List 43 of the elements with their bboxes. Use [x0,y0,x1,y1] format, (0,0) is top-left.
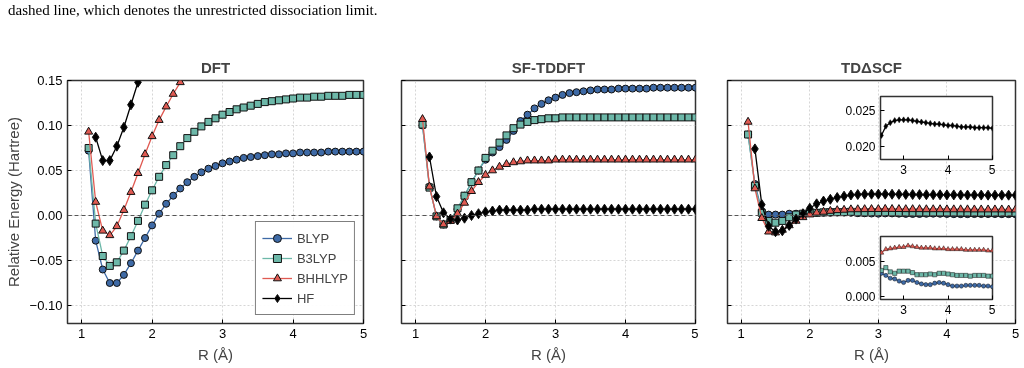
x-tick-label: 1 [411,325,420,341]
x-tick-label: 3 [218,325,227,341]
y-tick-label: 0.020 [845,139,876,154]
y-axis-title: Relative Energy (Hartree) [4,116,22,288]
x-tick-label: 1 [737,325,745,341]
text: dashed line, which denotes the unrestricted dissociation limit. [8,1,378,20]
x-axis-title: R (Å) [198,345,233,363]
y-tick-label: 0.05 [37,163,63,178]
legend-label: B3LYP [296,250,337,266]
x-tick-label: 5 [988,302,996,317]
x-tick-label: 4 [289,325,297,341]
x-axis-title: R (Å) [854,345,889,363]
y-tick-label: 0.000 [845,290,876,305]
x-tick-label: 4 [943,325,951,341]
y-tick-label: −0.10 [29,298,63,313]
x-tick-label: 4 [944,162,952,177]
x-tick-label: 4 [621,325,630,341]
x-tick-label: 4 [944,302,952,317]
x-tick-label: 3 [551,325,560,341]
chart-title: SF-TDDFT [511,58,586,76]
legend-label: BLYP [296,230,330,246]
x-tick-label: 3 [900,302,908,317]
y-tick-label: −0.05 [29,253,63,268]
x-tick-label: 3 [874,325,882,341]
x-tick-label: 3 [900,162,908,177]
y-tick-label: 0.15 [37,73,63,88]
x-axis-title: R (Å) [531,345,566,363]
x-tick-label: 1 [77,325,86,341]
legend-label: BHHLYP [296,270,348,286]
x-tick-label: 5 [691,325,699,341]
y-tick-label: 0.00 [37,208,63,223]
x-tick-label: 5 [1011,325,1020,341]
chart-title: TDΔSCF [841,58,902,76]
y-tick-label: 0.10 [37,118,63,133]
legend-label: HF [296,290,316,306]
x-tick-label: 5 [359,325,368,341]
x-tick-label: 5 [988,162,996,177]
x-tick-label: 2 [481,325,490,341]
x-tick-label: 2 [806,325,814,341]
y-tick-label: 0.005 [845,254,876,269]
x-tick-label: 2 [148,325,156,341]
chart-title: DFT [200,58,231,76]
y-tick-label: 0.025 [845,104,876,119]
